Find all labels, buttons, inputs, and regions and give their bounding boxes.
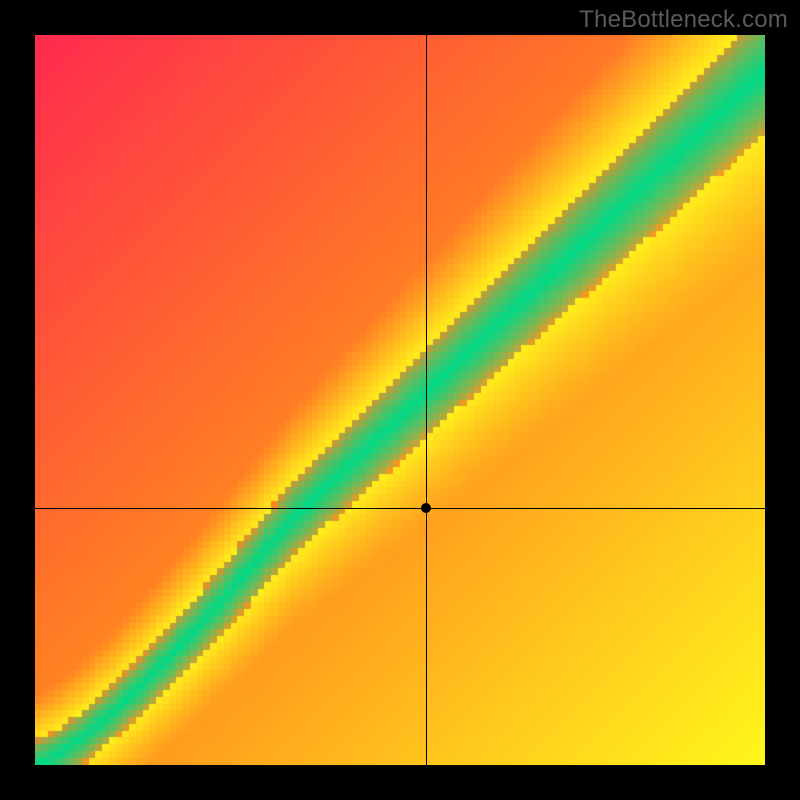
chart-container: TheBottleneck.com bbox=[0, 0, 800, 800]
watermark-text: TheBottleneck.com bbox=[579, 6, 788, 34]
marker-dot bbox=[421, 503, 431, 513]
heatmap-canvas bbox=[35, 35, 765, 765]
crosshair-vertical bbox=[426, 35, 427, 765]
crosshair-horizontal bbox=[35, 508, 765, 509]
plot-area bbox=[35, 35, 765, 765]
